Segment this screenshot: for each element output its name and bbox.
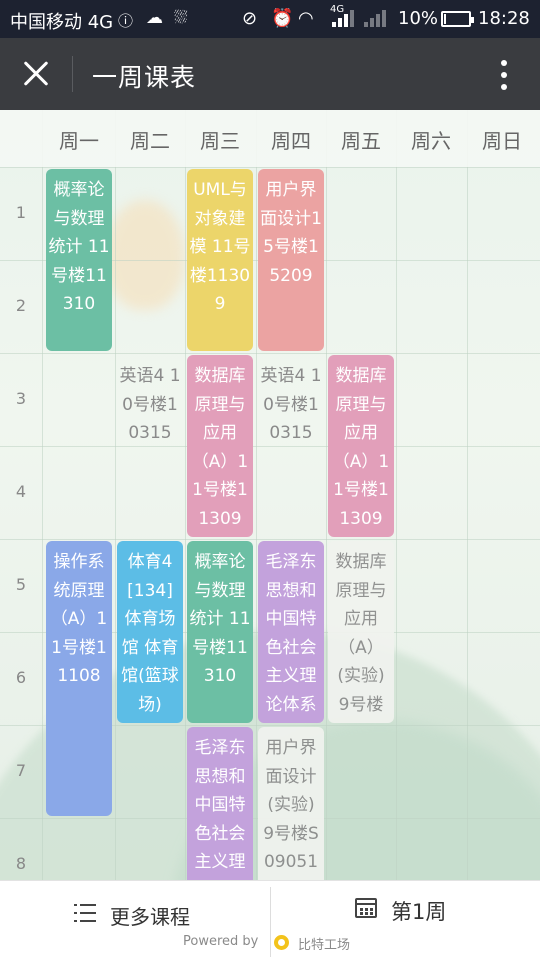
carrier-label: 中国移动 4G bbox=[10, 12, 114, 33]
course-card[interactable]: 体育4[134]体育场馆 体育馆(篮球场) bbox=[117, 541, 183, 723]
week-selector-button[interactable]: 第1周 bbox=[271, 881, 540, 941]
battery-fill bbox=[444, 14, 446, 24]
brand-label: 比特工场 bbox=[298, 938, 351, 953]
course-card[interactable]: 数据库原理与应用（A）11号楼11309 bbox=[187, 355, 253, 537]
more-options-button[interactable] bbox=[490, 56, 518, 94]
period-label: 7 bbox=[15, 761, 27, 780]
period-label: 2 bbox=[15, 296, 27, 315]
course-card[interactable]: 毛泽东思想和中国特色社会主义理 bbox=[187, 727, 253, 880]
course-card[interactable]: 用户界面设计(实验) 9号楼S090511 bbox=[258, 727, 324, 880]
timetable[interactable]: 周一 周二 周三 周四 周五 周六 周日 1 2 3 4 5 6 7 8 概率论与数理统计 11号楼113… bbox=[0, 110, 540, 880]
grid-line bbox=[0, 353, 540, 354]
week-label: 第1周 bbox=[391, 900, 447, 924]
course-card[interactable]: 英语4 10号楼10315 bbox=[119, 366, 181, 443]
period-label: 8 bbox=[15, 854, 27, 873]
grid-line bbox=[0, 725, 540, 726]
powered-by-label: Powered by bbox=[183, 934, 259, 949]
grid-line bbox=[185, 110, 186, 880]
course-card[interactable]: 毛泽东思想和中国特色社会主义理论体系 bbox=[258, 541, 324, 723]
app-bar: 一周课表 bbox=[0, 38, 540, 110]
day-header: 周一 周二 周三 周四 周五 周六 周日 bbox=[0, 110, 540, 167]
grid-line bbox=[0, 167, 540, 168]
cloud-icon: ☁ bbox=[146, 8, 163, 28]
course-card[interactable]: 概率论与数理统计 11号楼11310 bbox=[46, 169, 112, 351]
calendar-icon bbox=[355, 898, 377, 918]
notification-icon: ⓘ bbox=[118, 12, 134, 30]
day-header-cell: 周二 bbox=[130, 129, 170, 153]
period-label: 5 bbox=[15, 575, 27, 594]
course-card[interactable]: 英语4 10号楼10315 bbox=[260, 366, 322, 443]
course-card[interactable]: 用户界面设计15号楼15209 bbox=[258, 169, 324, 351]
weather-snow-icon: ⛆ bbox=[174, 8, 188, 28]
period-label: 4 bbox=[15, 482, 27, 501]
course-card[interactable]: 数据库原理与应用（A）(实验) 9号楼 bbox=[328, 541, 394, 723]
bottom-bar: 更多课程 第1周 Powered by 比特工场 bbox=[0, 880, 540, 960]
signal-icon bbox=[332, 9, 356, 27]
app-bar-divider bbox=[72, 56, 73, 92]
alarm-icon: ⏰ bbox=[271, 8, 294, 29]
list-icon bbox=[74, 904, 96, 922]
more-courses-label: 更多课程 bbox=[110, 905, 190, 929]
day-header-cell: 周五 bbox=[341, 129, 381, 153]
course-card[interactable]: 数据库原理与应用（A）11号楼11309 bbox=[328, 355, 394, 537]
wifi-icon: ◠ bbox=[298, 8, 314, 29]
period-label: 3 bbox=[15, 389, 27, 408]
day-header-cell: 周日 bbox=[482, 129, 522, 153]
period-label: 1 bbox=[15, 203, 27, 222]
grid-line bbox=[326, 110, 327, 880]
course-card[interactable]: 概率论与数理统计 11号楼11310 bbox=[187, 541, 253, 723]
grid-line bbox=[0, 539, 540, 540]
signal-2-icon bbox=[364, 9, 388, 27]
bottom-bar-divider bbox=[270, 887, 271, 957]
network-type-label: 4G bbox=[330, 4, 345, 15]
status-bar: 中国移动 4G ⓘ ☁ ⛆ ⊘ ⏰ ◠ 4G 10% 18:28 bbox=[0, 0, 540, 38]
day-header-cell: 周三 bbox=[200, 129, 240, 153]
grid-line bbox=[115, 110, 116, 880]
clock: 18:28 bbox=[478, 8, 530, 29]
grid-line bbox=[256, 110, 257, 880]
day-header-cell: 周一 bbox=[59, 129, 99, 153]
page-title: 一周课表 bbox=[92, 63, 197, 92]
course-card[interactable]: UML与对象建模 11号楼11309 bbox=[187, 169, 253, 351]
mute-icon: ⊘ bbox=[242, 8, 258, 29]
day-header-cell: 周六 bbox=[411, 129, 451, 153]
period-label: 6 bbox=[15, 668, 27, 687]
grid-line bbox=[467, 110, 468, 880]
close-button[interactable] bbox=[14, 52, 58, 96]
grid-line bbox=[0, 446, 540, 447]
grid-line bbox=[42, 110, 43, 880]
background-balloon bbox=[105, 200, 185, 310]
grid-line bbox=[396, 110, 397, 880]
gear-logo-icon bbox=[274, 935, 289, 950]
more-courses-button[interactable]: 更多课程 bbox=[0, 881, 270, 941]
course-card[interactable]: 操作系统原理（A）11号楼11108 bbox=[46, 541, 112, 816]
battery-percent: 10% bbox=[398, 8, 439, 29]
battery-icon bbox=[441, 11, 474, 27]
day-header-cell: 周四 bbox=[271, 129, 311, 153]
